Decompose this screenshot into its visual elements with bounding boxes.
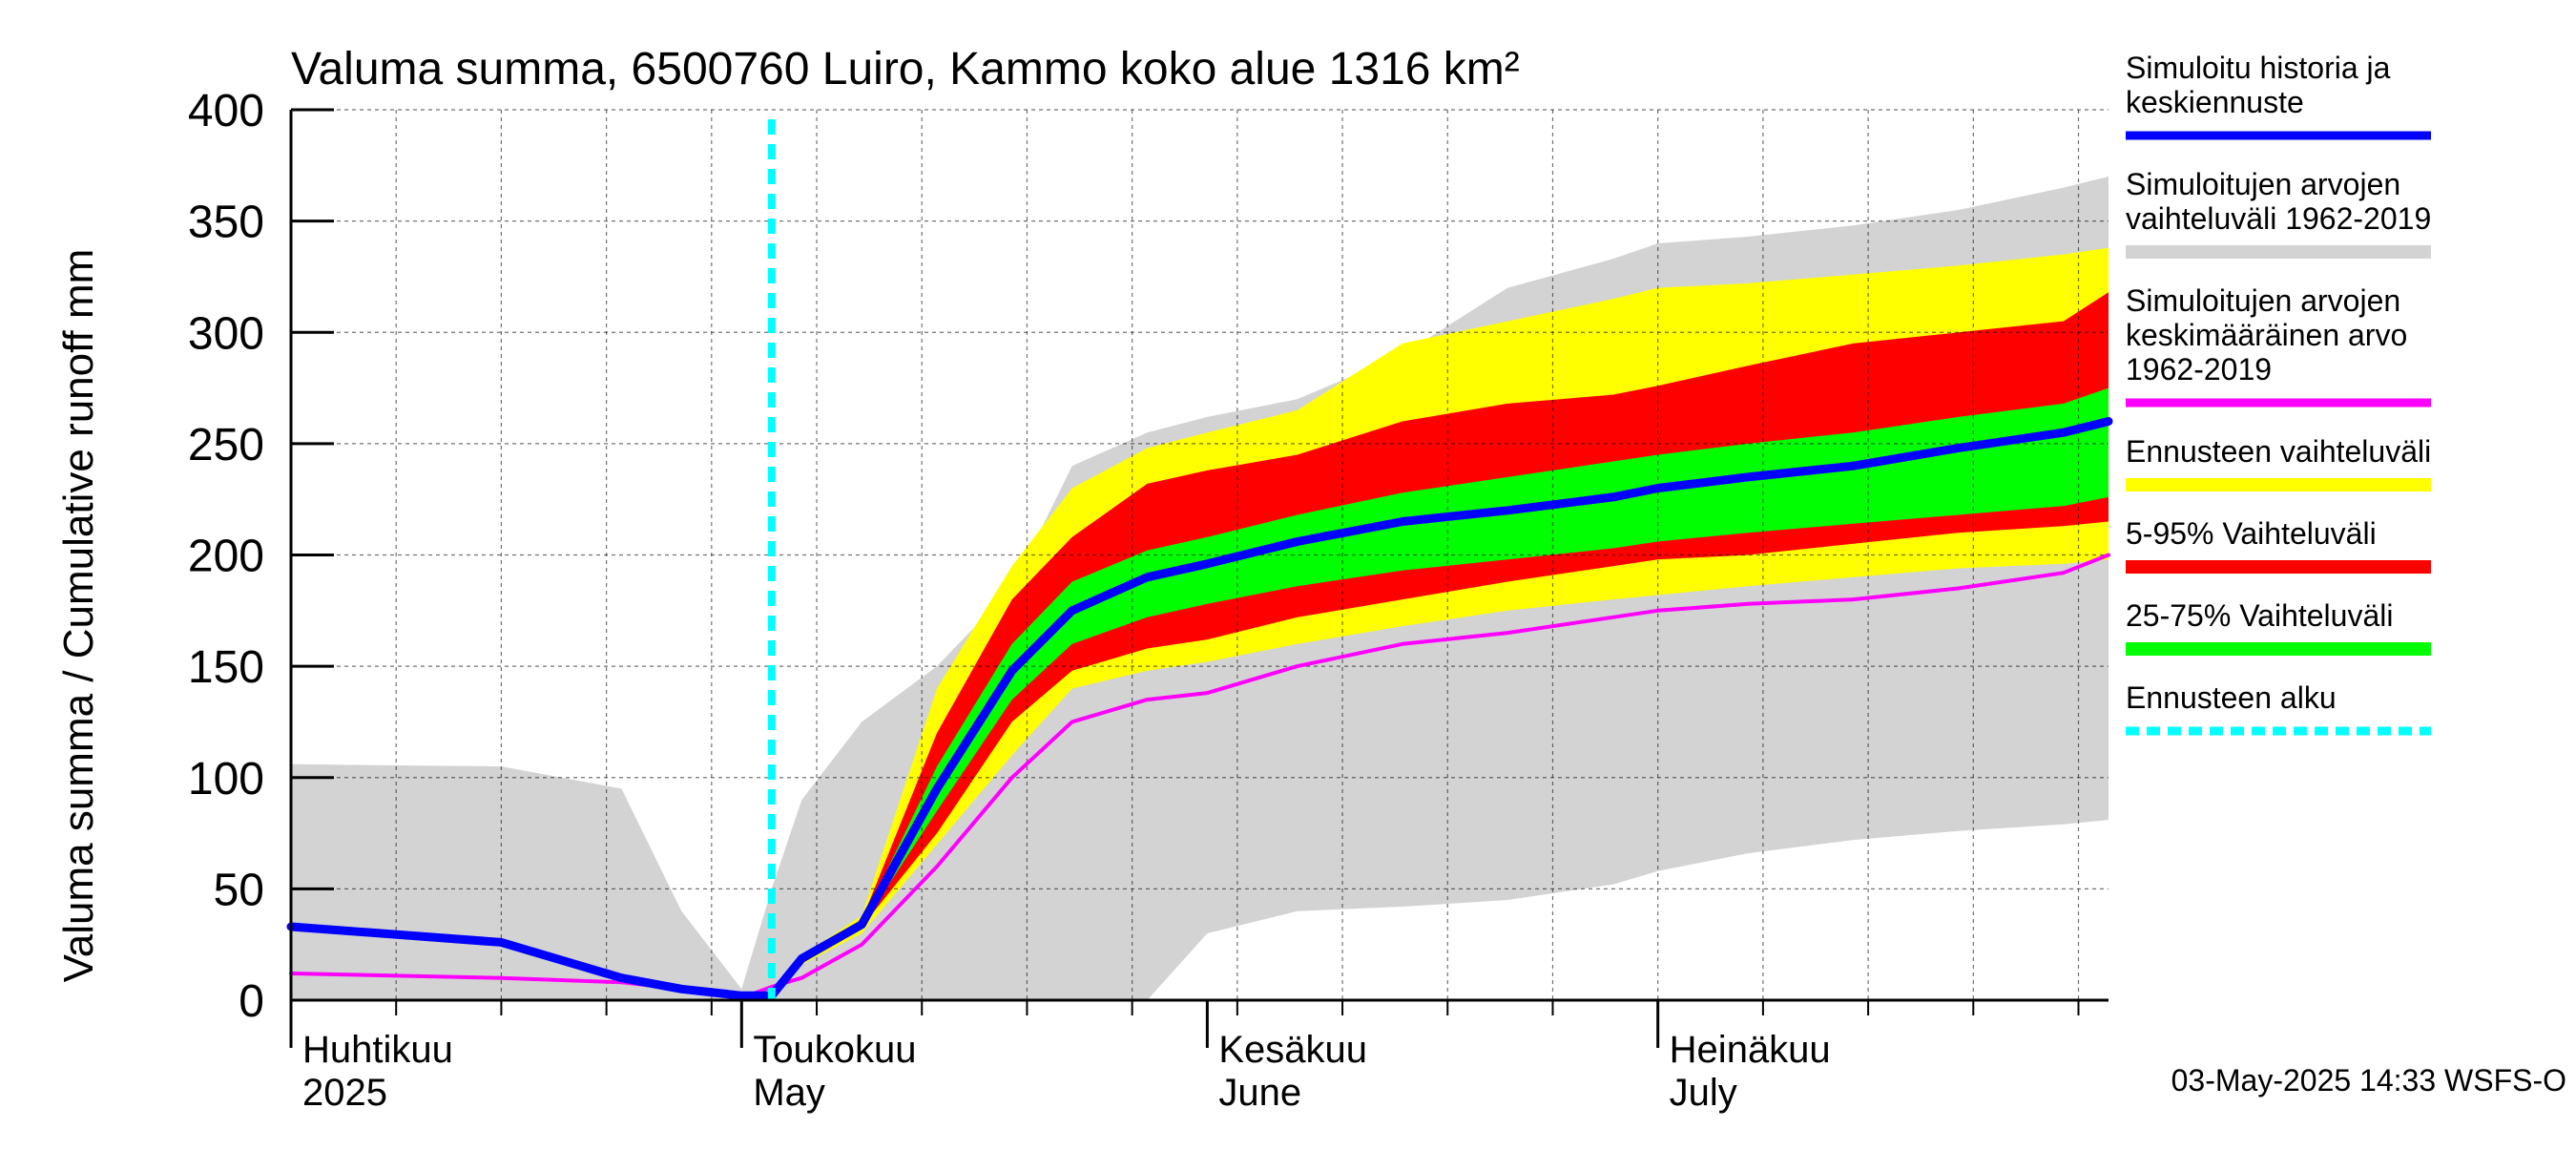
legend-label-0-1: keskiennuste bbox=[2126, 85, 2304, 119]
bands-layer bbox=[291, 177, 2109, 1000]
legend-label-0-0: Simuloitu historia ja bbox=[2126, 51, 2391, 85]
axes-layer bbox=[289, 108, 2109, 1048]
y-tick-label-3: 150 bbox=[188, 642, 264, 693]
x-month-label-en-3: July bbox=[1670, 1072, 1737, 1114]
x-month-label-en-0: 2025 bbox=[302, 1072, 387, 1114]
x-month-label-fi-2: Kesäkuu bbox=[1218, 1029, 1367, 1071]
y-tick-label-1: 50 bbox=[214, 865, 264, 915]
series-line-mean-forecast bbox=[286, 417, 2113, 1000]
legend-label-3-0: Ennusteen vaihteluväli bbox=[2126, 434, 2431, 469]
legend-label-4-0: 5-95% Vaihteluväli bbox=[2126, 516, 2377, 551]
legend-item-3: Ennusteen vaihteluväli bbox=[2126, 434, 2431, 491]
legend-label-2-1: keskimääräinen arvo bbox=[2126, 318, 2407, 352]
chart-title: Valuma summa, 6500760 Luiro, Kammo koko … bbox=[291, 44, 1520, 94]
legend-label-2-0: Simuloitujen arvojen bbox=[2126, 283, 2400, 318]
x-month-label-fi-1: Toukokuu bbox=[753, 1029, 916, 1071]
legend-label-6-0: Ennusteen alku bbox=[2126, 680, 2337, 715]
legend-label-1-0: Simuloitujen arvojen bbox=[2126, 167, 2400, 201]
y-tick-label-7: 350 bbox=[188, 198, 264, 248]
x-month-label-fi-0: Huhtikuu bbox=[302, 1029, 453, 1071]
y-tick-label-2: 100 bbox=[188, 754, 264, 805]
legend-item-5: 25-75% Vaihteluväli bbox=[2126, 598, 2431, 656]
y-tick-label-8: 400 bbox=[188, 86, 264, 136]
y-tick-label-6: 300 bbox=[188, 308, 264, 359]
y-axis-label: Valuma summa / Cumulative runoff mm bbox=[55, 249, 102, 983]
legend-label-5-0: 25-75% Vaihteluväli bbox=[2126, 598, 2393, 633]
x-month-label-en-1: May bbox=[753, 1072, 825, 1114]
legend-label-1-1: vaihteluväli 1962-2019 bbox=[2126, 201, 2431, 236]
x-month-label-fi-3: Heinäkuu bbox=[1670, 1029, 1831, 1071]
x-month-label-en-2: June bbox=[1218, 1072, 1301, 1114]
legend: Simuloitu historia jakeskiennusteSimuloi… bbox=[2126, 51, 2431, 736]
y-tick-label-0: 0 bbox=[239, 976, 264, 1027]
footer-timestamp: 03-May-2025 14:33 WSFS-O bbox=[2171, 1063, 2566, 1098]
grid-layer bbox=[291, 109, 2109, 1000]
legend-item-4: 5-95% Vaihteluväli bbox=[2126, 516, 2431, 574]
legend-label-2-2: 1962-2019 bbox=[2126, 352, 2272, 387]
lines-layer bbox=[286, 119, 2113, 1000]
y-tick-label-4: 200 bbox=[188, 532, 264, 582]
legend-item-6: Ennusteen alku bbox=[2126, 680, 2431, 736]
y-tick-label-5: 250 bbox=[188, 420, 264, 470]
